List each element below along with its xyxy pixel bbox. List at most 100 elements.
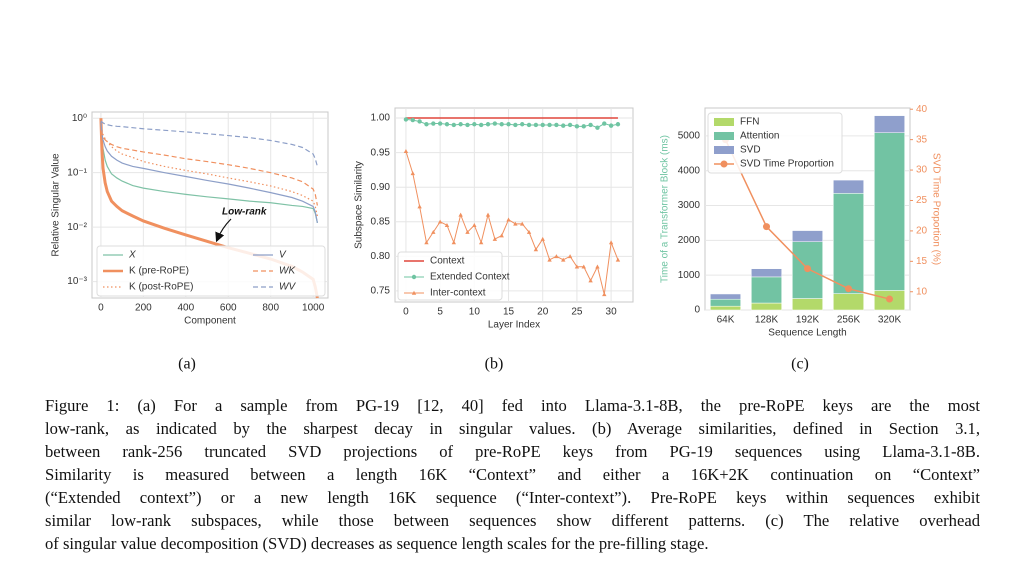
y-tick-label: 10⁻¹ [67,167,87,178]
marker [602,121,607,126]
caption-line: (“Extended context”) or a new length 16K… [45,488,980,507]
marker [465,122,470,128]
legend-label: Context [430,256,465,267]
marker [465,229,470,234]
marker [403,117,409,122]
marker [533,122,539,128]
marker [595,264,600,269]
marker [492,121,498,126]
bar-segment [874,115,905,133]
marker [561,257,566,262]
marker [492,236,498,241]
marker [526,122,532,128]
legend-swatch [714,132,734,140]
marker [526,229,532,234]
series-line [100,120,318,167]
bar-segment [710,305,741,311]
caption: Figure 1: (a) For a sample from PG-19 [1… [45,394,980,555]
legend-swatch [714,118,734,126]
bar-segment [792,298,823,311]
marker [615,122,621,127]
x-tick-label: 400 [177,303,194,314]
marker [567,122,573,128]
marker [499,122,504,127]
caption-line: low-rank, as indicated by the sharpest d… [45,419,980,438]
series-line [100,121,318,217]
marker [540,236,545,241]
marker [581,124,586,129]
annotation: Low-rank [222,207,267,218]
y2-tick-label: 20 [916,226,928,237]
marker [451,240,457,245]
y-tick-label: 0.95 [371,147,391,158]
y-tick-label: 0.80 [371,251,391,262]
marker [472,122,477,127]
bar-segment [833,293,864,311]
x-tick-label: 192K [796,315,820,326]
marker [472,223,477,227]
marker [485,122,491,127]
marker [431,121,436,126]
marker [561,123,566,128]
y2-tick-label: 15 [916,256,928,267]
marker [540,122,545,128]
y2-tick-label: 35 [916,134,928,145]
caption-line: between rank-256 truncated SVD projectio… [45,442,980,461]
x-tick-label: 320K [878,315,902,326]
legend-label: FFN [740,117,759,128]
y2-tick-label: 40 [916,104,928,115]
y-tick-label: 10⁻² [67,222,87,233]
y-tick-label: 2000 [678,235,701,246]
series-line [100,124,318,223]
subcaption: (b) [485,356,504,373]
x-tick-label: 1000 [302,303,325,314]
x-axis-label: Sequence Length [768,328,846,339]
marker [513,122,518,128]
marker [615,257,621,262]
y-tick-label: 10⁰ [72,113,87,124]
y-tick-label: 5000 [678,131,701,142]
marker [411,274,417,280]
marker [485,212,491,217]
caption-line: of singular value decomposition (SVD) de… [45,534,709,553]
marker [567,254,573,259]
y-axis-label: Relative Singular Value [51,153,62,257]
marker [444,122,450,127]
y-tick-label: 4000 [678,165,701,176]
x-tick-label: 5 [437,307,443,318]
x-tick-label: 20 [537,307,549,318]
marker [410,117,415,123]
y-axis-label: Time of a Transformer Block (ms) [660,135,671,283]
bar-segment [751,276,782,304]
y-tick-label: 0 [694,305,700,316]
marker [763,223,770,231]
series-line [100,130,318,206]
marker [547,122,552,128]
bar-segment [710,298,741,307]
x-tick-label: 64K [717,315,735,326]
legend-label: K (pre-RoPE) [129,266,189,277]
y-tick-label: 0.85 [371,216,391,227]
marker [554,254,559,259]
marker [602,292,607,297]
x-tick-label: 800 [262,303,279,314]
marker [403,149,409,153]
legend-label: WK [279,266,296,277]
y2-tick-label: 25 [916,195,928,206]
x-tick-label: 256K [837,315,861,326]
y-tick-label: 1.00 [371,113,391,124]
marker [595,125,600,130]
marker [417,119,422,124]
marker [720,160,728,168]
bar-segment [874,132,905,291]
bar-segment [751,268,782,278]
marker [520,221,525,226]
bar-segment [792,230,823,242]
marker [437,121,443,126]
marker [554,122,559,128]
legend-box [397,251,503,301]
marker [886,295,893,303]
y-tick-label: 0.75 [371,286,391,297]
marker [478,122,484,128]
